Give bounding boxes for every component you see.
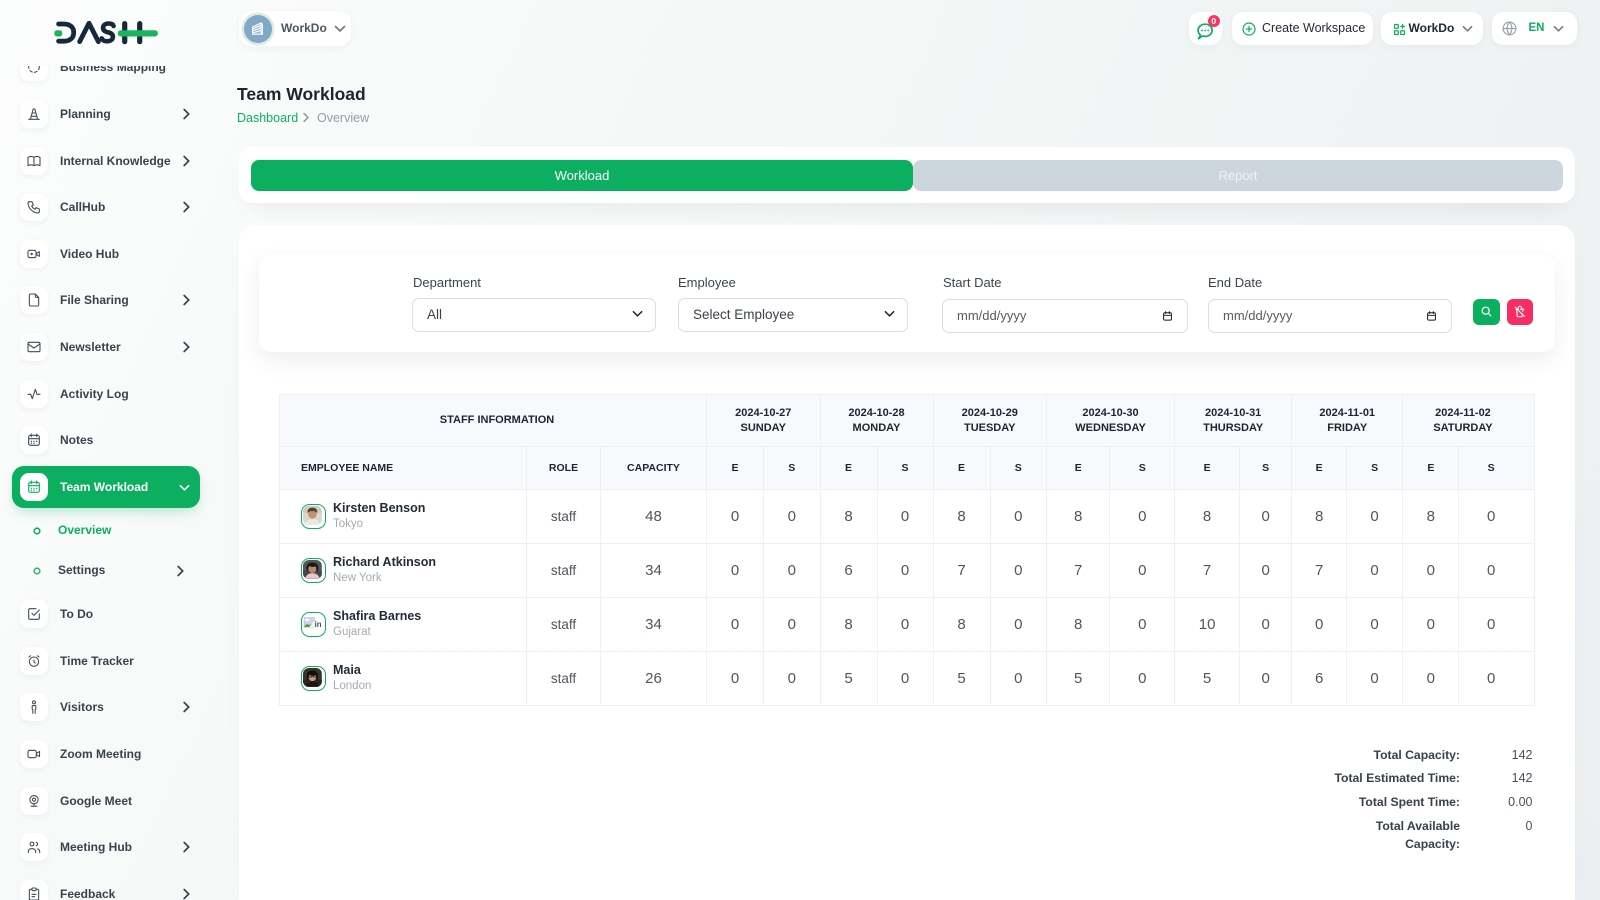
svg-text:in: in (315, 620, 322, 629)
